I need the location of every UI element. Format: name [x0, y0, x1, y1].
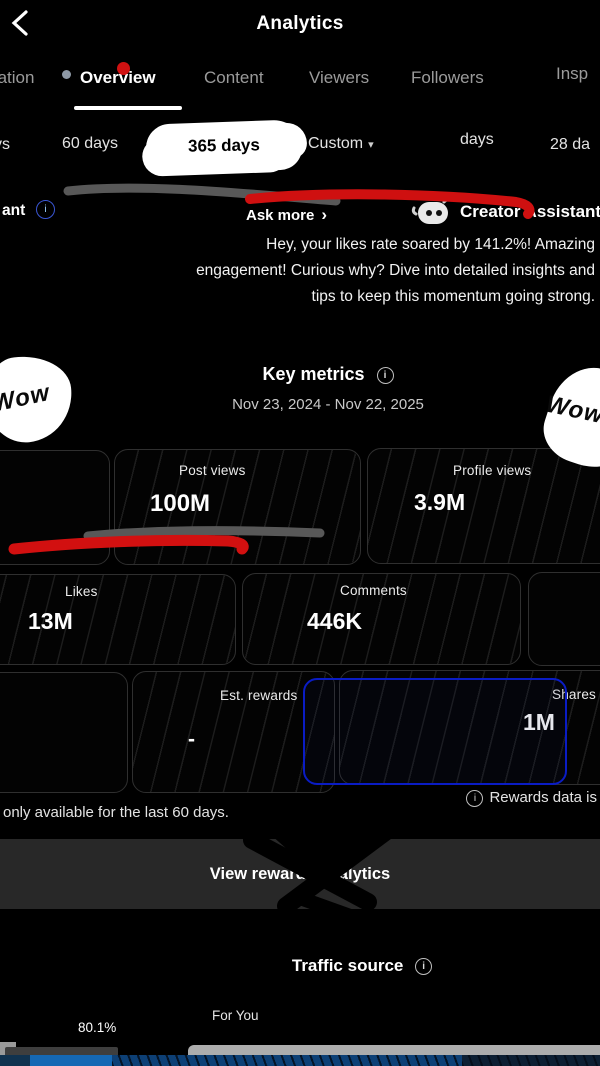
metric-card-likes[interactable]: Likes 13M — [0, 574, 236, 665]
chip-365-days-selected[interactable]: 365 days — [145, 119, 303, 175]
active-tab-underline — [74, 106, 182, 110]
tab-bar: Inspiration Overview Content Viewers Fol… — [0, 62, 600, 112]
assistant-message-line: Hey, your likes rate soared by 141.2%! A… — [266, 236, 595, 253]
tab-viewers[interactable]: Viewers — [309, 68, 370, 87]
key-metrics-title: Key metrics i — [28, 364, 600, 385]
assistant-label-fragment: ant — [2, 202, 26, 219]
metric-card-partial — [528, 572, 600, 666]
creator-assistant-section: ant i Ask more › Creator Assistant Hey, y… — [0, 196, 600, 326]
rewards-note-line2: only available for the last 60 days. — [3, 804, 229, 821]
bar-segment — [0, 1055, 30, 1066]
assistant-message-line: engagement! Curious why? Dive into detai… — [196, 262, 595, 279]
inspiration-badge-dot — [62, 70, 71, 79]
chip-365-days-label: 365 days — [187, 135, 261, 156]
tab-content[interactable]: Content — [204, 68, 264, 87]
metric-label: Comments — [340, 583, 407, 598]
tab-overview[interactable]: Overview — [80, 68, 156, 87]
metric-value: 13M — [28, 608, 73, 634]
assistant-message-line: tips to keep this momentum going strong. — [311, 288, 595, 305]
chevron-right-icon: › — [321, 205, 328, 224]
metric-card-post-views[interactable]: Post views 100M — [114, 449, 361, 565]
chip-28-days[interactable]: 28 da — [550, 136, 591, 153]
traffic-source-title-text: Traffic source — [291, 956, 404, 975]
view-rewards-analytics-button[interactable]: View rewards analytics — [0, 839, 600, 909]
metric-value: - — [188, 728, 195, 751]
metric-card-partial — [0, 672, 128, 793]
metric-value: 3.9M — [414, 489, 466, 515]
chip-days-fragment[interactable]: ys — [0, 136, 10, 153]
bar-segment — [30, 1055, 112, 1066]
metric-label: Post views — [179, 463, 246, 478]
key-metrics-title-text: Key metrics — [262, 364, 365, 384]
bar-segment — [462, 1055, 600, 1066]
info-icon: i — [36, 200, 55, 219]
ask-more-link[interactable]: Ask more › — [246, 205, 327, 225]
assistant-message: Hey, your likes rate soared by 141.2%! A… — [0, 232, 595, 310]
info-icon[interactable]: i — [415, 958, 433, 976]
key-metrics-date-range: Nov 23, 2024 - Nov 22, 2025 — [232, 396, 424, 413]
tab-followers[interactable]: Followers — [411, 68, 484, 87]
highlight-annotation-box — [303, 678, 567, 785]
traffic-source-title: Traffic source i — [62, 956, 600, 976]
tab-fragment[interactable]: Insp — [556, 64, 589, 83]
overview-notification-dot — [117, 62, 130, 75]
metric-value: 446K — [307, 608, 362, 634]
metric-card-est-rewards[interactable]: Est. rewards - — [132, 671, 335, 793]
metric-card-partial — [0, 450, 110, 565]
metric-card-profile-views[interactable]: Profile views 3.9M — [367, 448, 600, 564]
ask-more-label: Ask more — [246, 207, 315, 224]
chip-days-fragment-2[interactable]: days — [460, 131, 494, 148]
metric-value: 100M — [150, 490, 211, 517]
wow-sticker-text: Wow — [543, 390, 600, 430]
traffic-bar-secondary — [5, 1047, 118, 1057]
wow-sticker-text: Wow — [0, 379, 53, 418]
metric-label: Likes — [65, 584, 98, 599]
traffic-bar-fill — [0, 1055, 600, 1066]
page-title: Analytics — [256, 13, 344, 34]
creator-assistant-title: Creator Assistant — [460, 202, 600, 221]
traffic-row-label: For You — [212, 1008, 259, 1023]
chip-custom-label: Custom — [308, 135, 364, 152]
chip-custom[interactable]: Custom ▾ — [308, 135, 374, 153]
rewards-note-text: Rewards data is — [489, 789, 597, 806]
metric-label: Profile views — [453, 463, 532, 478]
rewards-note-line1: i Rewards data is — [466, 789, 597, 807]
info-icon: i — [466, 789, 484, 807]
creator-assistant-icon — [410, 196, 454, 233]
back-icon[interactable] — [6, 8, 34, 38]
metric-label: Est. rewards — [220, 688, 298, 703]
info-icon[interactable]: i — [376, 366, 394, 384]
date-range-chips: ys 60 days 365 days Custom ▾ days 28 da — [0, 119, 600, 178]
bar-segment — [112, 1055, 462, 1066]
tab-inspiration[interactable]: Inspiration — [0, 68, 35, 87]
metric-card-comments[interactable]: Comments 446K — [242, 573, 521, 665]
chip-60-days[interactable]: 60 days — [62, 135, 119, 152]
traffic-row-value: 80.1% — [78, 1020, 117, 1035]
chevron-down-icon: ▾ — [368, 139, 374, 151]
